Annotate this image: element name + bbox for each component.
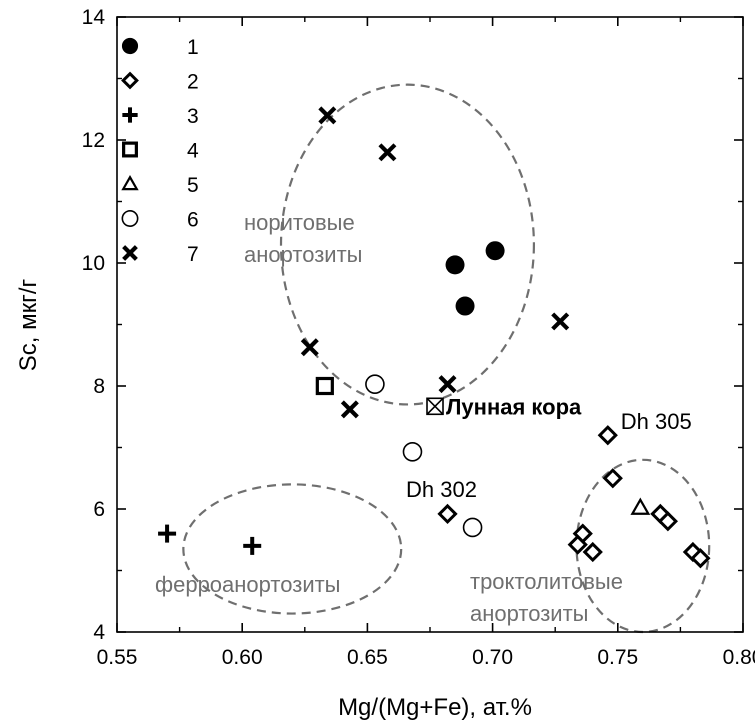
point-marker-plus — [122, 107, 138, 123]
region-label: троктолитовые — [470, 569, 623, 594]
legend-label: 4 — [187, 140, 199, 163]
point-marker-triangle — [630, 497, 651, 515]
point-marker-x — [318, 106, 337, 125]
point-marker-diamond — [602, 468, 623, 489]
point-marker-diamond — [582, 541, 603, 563]
legend-label: 5 — [187, 174, 199, 197]
point-marker-filled-circle — [485, 241, 505, 261]
point-marker-square — [122, 141, 138, 158]
x-tick-label: 0.60 — [222, 646, 263, 669]
x-tick-label: 0.75 — [597, 646, 638, 669]
point-label: Dh 302 — [406, 477, 477, 502]
legend-label: 1 — [187, 36, 199, 59]
y-axis-label: Sc, мкг/г — [15, 279, 42, 372]
point-marker-filled-circle — [121, 37, 139, 55]
legend-label: 2 — [187, 71, 199, 94]
plot-frame — [116, 16, 744, 633]
point-marker-triangle — [121, 174, 139, 191]
point-marker-diamond — [567, 534, 588, 555]
point-marker-filled-circle — [455, 296, 475, 316]
region-label: ферроанортозиты — [155, 572, 341, 597]
x-tick-label: 0.65 — [347, 646, 388, 669]
point-marker-x — [378, 143, 397, 162]
point-marker-x — [300, 338, 319, 357]
regions-layer: норитовые анортозиты ферроанортозиты трокто… — [155, 83, 711, 634]
region-ellipse — [279, 83, 536, 406]
point-marker-x — [122, 245, 138, 261]
point-marker-open-circle — [462, 517, 483, 538]
point-label: Dh 305 — [621, 409, 692, 434]
point-marker-open-circle — [365, 374, 385, 394]
point-marker-crossed-square — [426, 397, 444, 416]
legend: 1 2 3 4 5 6 7 — [121, 36, 199, 266]
point-marker-diamond — [690, 548, 711, 569]
point-marker-square — [315, 376, 334, 396]
point-marker-x — [340, 400, 359, 419]
x-axis-label: Mg/(Mg+Fe), ат.% — [338, 694, 532, 721]
point-marker-x — [551, 312, 570, 331]
point-marker-plus — [243, 536, 262, 555]
y-tick-label: 4 — [93, 621, 105, 644]
point-marker-diamond — [437, 503, 458, 525]
y-tick-label: 14 — [82, 6, 106, 29]
x-tick-label: 0.80 — [723, 646, 755, 669]
point-marker-open-circle — [121, 210, 139, 227]
lunar-crust-label: Лунная кора — [446, 394, 582, 419]
x-tick-label: 0.70 — [472, 646, 513, 669]
region-label: норитовые — [244, 210, 355, 235]
region-label: анортозиты — [244, 242, 362, 267]
legend-label: 6 — [187, 209, 199, 232]
region-label: анортозиты — [470, 601, 588, 626]
y-tick-label: 6 — [93, 498, 105, 521]
point-marker-x — [438, 375, 457, 394]
axes-layer: 0.550.600.650.700.750.80468101214 — [82, 6, 755, 669]
y-tick-label: 8 — [93, 375, 105, 398]
point-marker-diamond — [121, 71, 139, 90]
x-tick-label: 0.55 — [97, 646, 138, 669]
points-layer — [158, 106, 711, 569]
point-marker-filled-circle — [445, 255, 465, 275]
point-marker-plus — [158, 524, 177, 543]
y-tick-label: 12 — [82, 129, 105, 152]
point-marker-diamond — [597, 425, 618, 446]
legend-label: 3 — [187, 105, 199, 128]
point-marker-diamond — [657, 511, 679, 532]
y-tick-label: 10 — [82, 252, 105, 275]
region-ellipse — [182, 483, 403, 615]
point-marker-open-circle — [402, 442, 423, 462]
legend-label: 7 — [187, 243, 199, 266]
annotations-layer: Лунная кора Dh 305 Dh 302 — [406, 394, 692, 502]
